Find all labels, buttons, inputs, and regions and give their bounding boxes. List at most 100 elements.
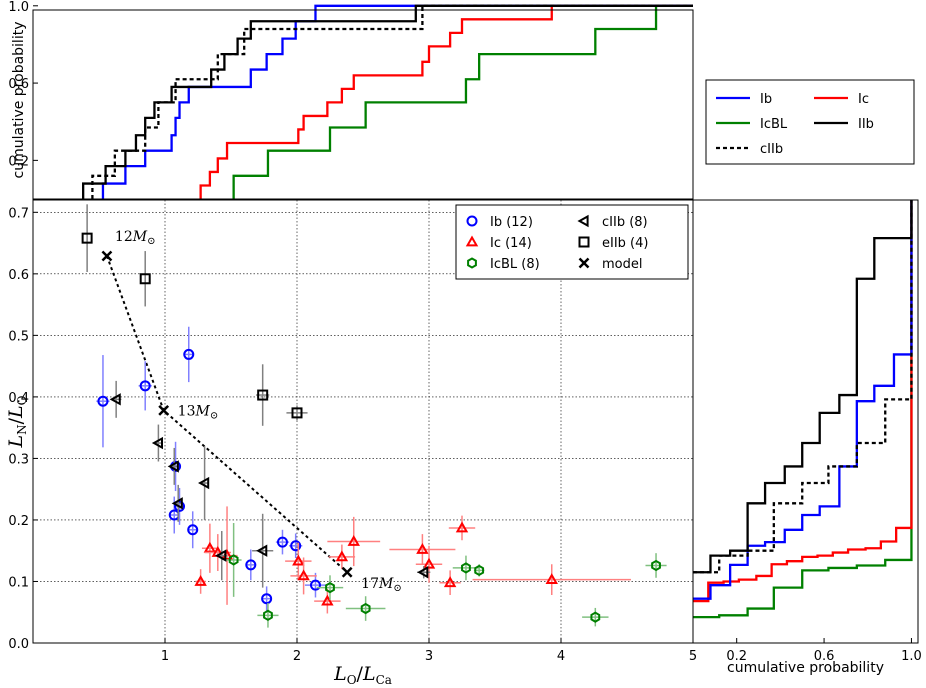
cdf-step-Ib [693,200,913,600]
marker-triangle-left [167,460,179,473]
top-axes-frame [32,9,694,200]
marker-x-stroke [341,566,353,578]
top-y-tick-label: 1.0 [8,0,29,15]
y-tick-label: 0.7 [8,206,29,221]
marker-triangle-left [256,544,268,557]
marker-square [578,236,590,248]
marker-x [158,405,170,416]
marker-circle [97,395,109,407]
model-unit-sun: ⊙ [147,236,155,247]
marker-triangle-left [171,497,183,510]
marker-triangle-left [109,393,121,406]
right-cdf-panel: 0.2 0.6 1.0 cumulative probability [692,199,922,676]
cdf-step-IIb [82,4,693,199]
marker-hexagon [474,564,485,577]
top-y-axis-label: cumulative probability [11,22,27,179]
top-legend: Ib Ic IcBL IIb cIIb [705,79,915,165]
legend-label: model [602,257,642,272]
marker-triangle-up [416,542,429,554]
top-y-tick-label: 0.2 [8,154,29,169]
marker-circle [466,215,478,227]
marker-triangle-up [455,521,469,533]
model-label: 13M⊙ [178,403,219,421]
series-Ib [96,326,327,612]
marker-square [81,232,93,244]
marker-x-stroke [578,257,590,269]
marker-hexagon [325,581,335,594]
model-label: 17M⊙ [361,576,402,594]
cdf-step-cIIb [693,200,913,574]
series-model: 12M⊙13M⊙17M⊙ [101,229,402,594]
x-tick-label: 5 [689,649,697,664]
marker-circle [183,348,195,360]
cdf-step-Ic [199,4,693,199]
main-legend: Ib (12) cIIb (8) Ic (14) eIIb (4) IcBL (8) mo… [455,204,689,280]
cdf-legend-label: IcBL [760,117,788,132]
marker-triangle-up [347,534,360,546]
x-tick-label: 4 [557,649,565,664]
marker-triangle-up [297,569,310,581]
series-IcBL [225,523,667,628]
y-tick-label: 0.2 [8,514,29,529]
cdf-step-Ic [693,200,913,603]
legend-label: IcBL (8) [490,257,540,272]
model-unit-sun: ⊙ [210,410,218,421]
marker-triangle-left [151,436,163,450]
marker-triangle-left [198,476,210,490]
marker-hexagon [467,257,477,269]
marker-x [578,257,590,269]
marker-hexagon [228,554,239,566]
marker-square [257,389,269,401]
cdf-step-Ib [101,4,693,199]
marker-triangle-up [465,235,479,247]
main-scatter-panel: 1 2 3 4 50.00.10.20.30.40.50.60.712M⊙13M⊙17M… [5,199,697,687]
top-cdf-panel: 0.2 0.6 1.0 cumulative probability [8,0,694,200]
marker-triangle-left [577,214,589,228]
right-x-tick-label: 1.0 [901,649,922,664]
x-tick-label: 1 [161,649,169,664]
model-unit-sun: ⊙ [393,583,401,594]
marker-hexagon [590,611,601,623]
marker-x [101,250,113,262]
model-mass: 17 [361,576,379,592]
y-tick-label: 0.4 [8,391,29,406]
marker-circle [187,524,199,536]
model-mass: 13 [178,403,196,419]
marker-circle [139,380,151,392]
cdf-step-IcBL [693,200,913,619]
marker-triangle-up [335,550,349,562]
cdf-legend-label: Ic [858,92,869,107]
cdf-step-IIb [693,200,913,574]
marker-x [341,566,353,578]
marker-triangle-up [194,574,207,586]
cdf-step-IcBL [232,4,693,199]
marker-triangle-up [443,576,457,588]
marker-triangle-up [292,554,305,566]
y-tick-label: 0.5 [8,329,29,344]
marker-square [291,407,303,419]
marker-hexagon [360,602,371,615]
marker-x-stroke [101,250,113,262]
model-unit-M: M [195,403,211,419]
legend-label: Ib (12) [490,215,533,230]
marker-circle [276,536,288,548]
cdf-legend-label: cIIb [760,142,783,157]
y-tick-label: 0.0 [8,637,29,652]
y-tick-label: 0.3 [8,452,29,467]
marker-square [139,273,151,285]
right-axes-frame [692,199,919,644]
marker-triangle-left [417,566,429,579]
model-unit-M: M [132,229,148,245]
right-x-axis-label: cumulative probability [727,660,884,676]
model-mass: 12 [115,229,133,245]
series-Ic [194,506,631,614]
cdf-legend-label: IIb [858,117,874,132]
model-label: 12M⊙ [115,229,156,247]
x-axis-label: LO/LCa [333,663,392,687]
marker-hexagon [461,562,471,574]
marker-circle [245,559,257,571]
marker-circle [290,540,302,552]
y-tick-label: 0.6 [8,268,29,283]
legend-label: cIIb (8) [602,215,648,230]
